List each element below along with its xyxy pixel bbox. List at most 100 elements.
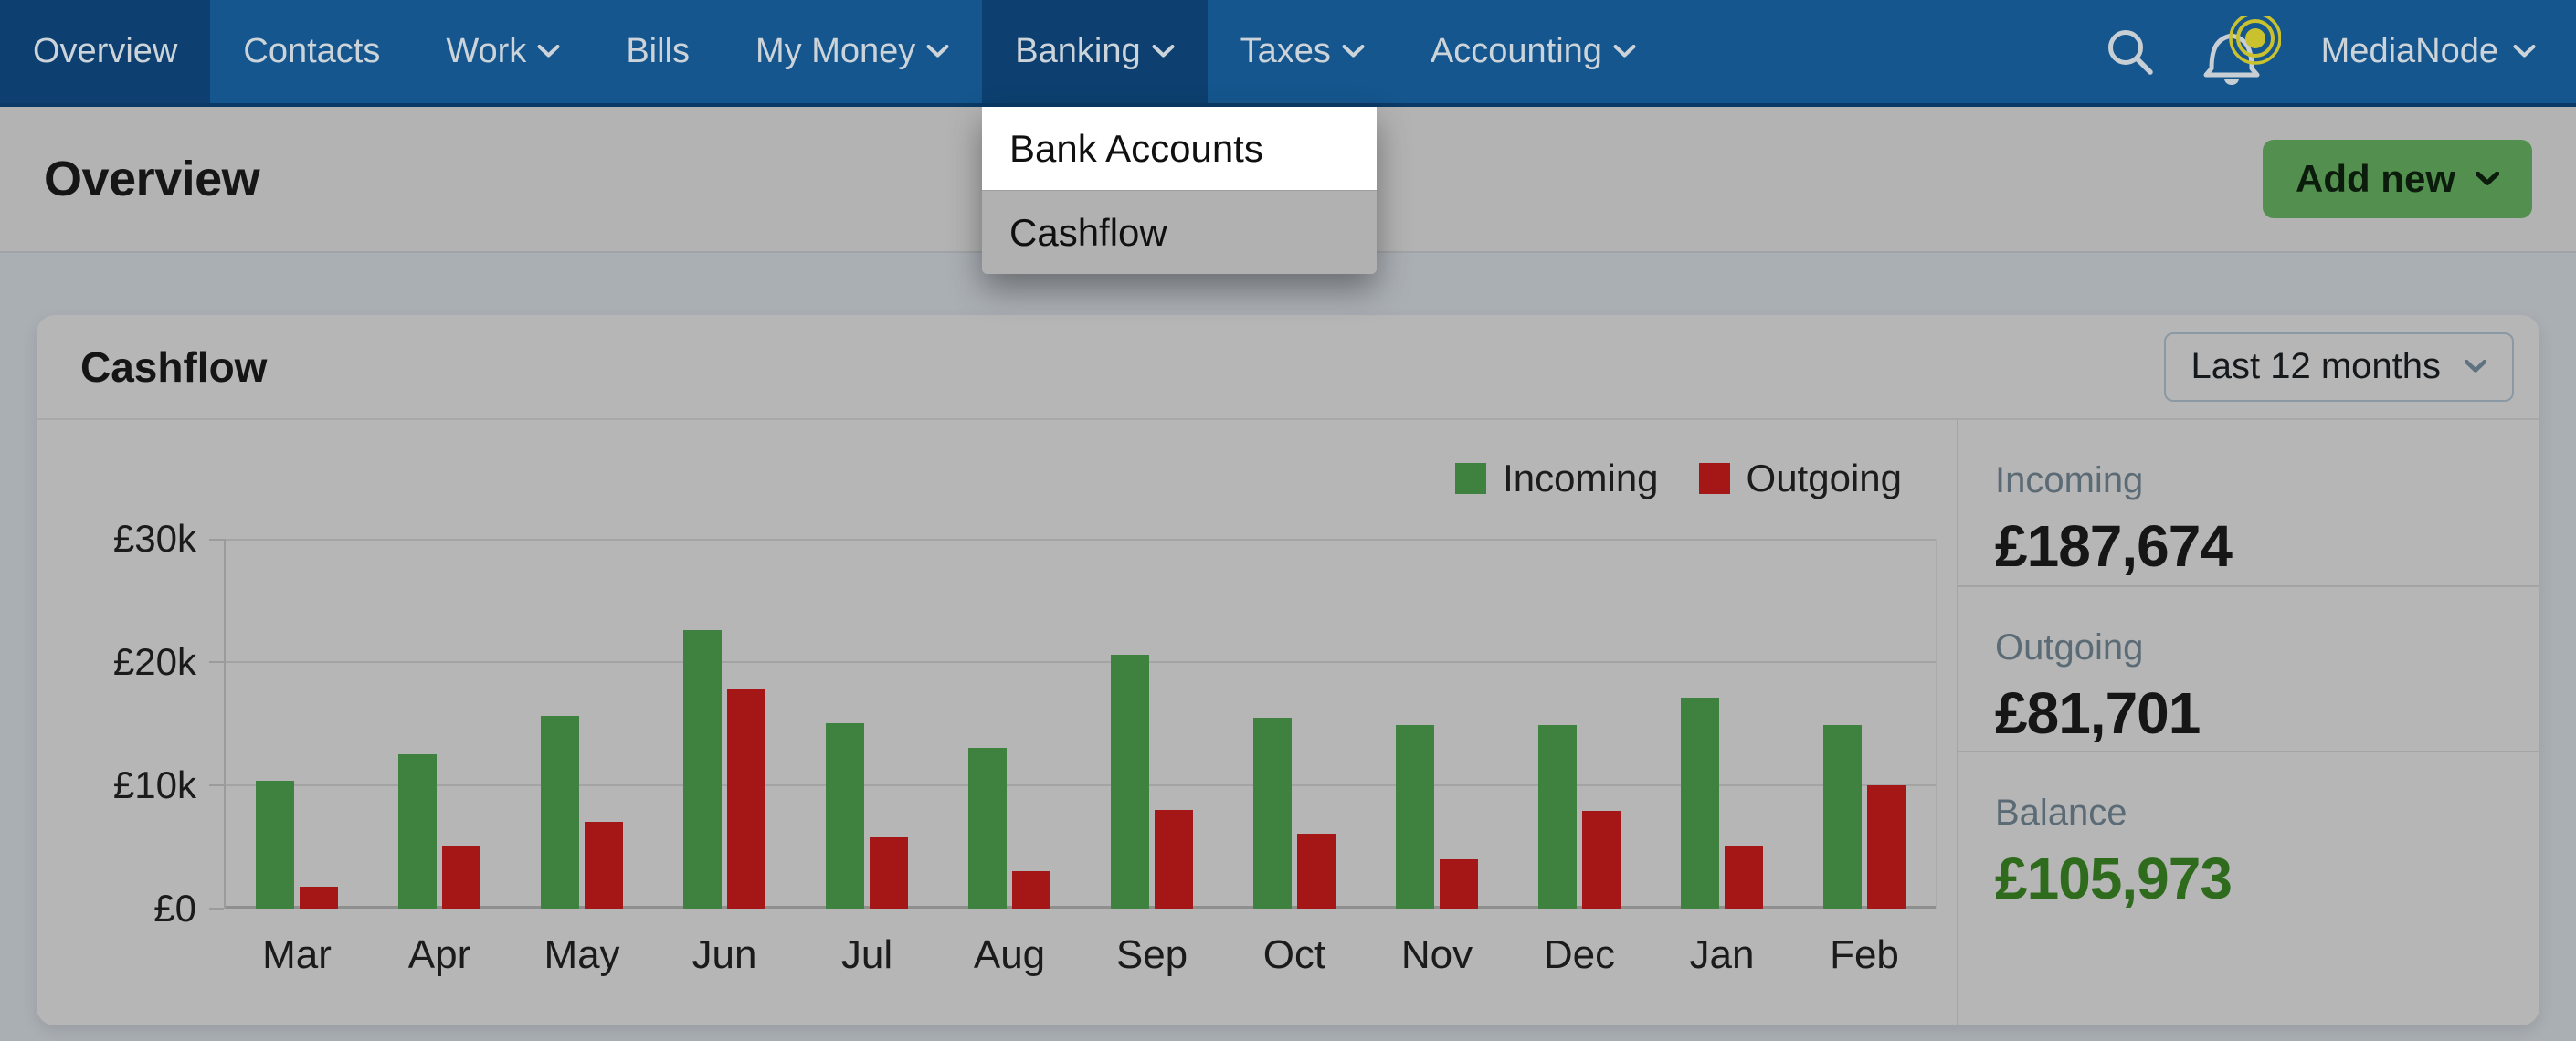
bar-outgoing-sep: [1155, 810, 1193, 909]
x-axis-label-sep: Sep: [1115, 932, 1188, 977]
summary-value: £187,674: [1995, 513, 2233, 579]
nav-item-label: Overview: [33, 32, 178, 70]
y-axis-tick-label: £0: [153, 887, 196, 930]
bar-group-feb: [1793, 725, 1936, 909]
bar-incoming-sep: [1111, 655, 1149, 909]
chevron-down-icon: [1152, 45, 1175, 58]
bar-outgoing-jan: [1725, 846, 1763, 909]
bar-outgoing-mar: [300, 887, 338, 909]
bar-incoming-oct: [1253, 718, 1292, 909]
y-axis-tick-label: £30k: [112, 517, 196, 560]
chevron-down-icon: [537, 45, 560, 58]
add-new-label: Add new: [2296, 157, 2455, 200]
gridline: [226, 661, 1936, 663]
x-axis: Mar Apr May Jun Jul Aug Sep Oct Nov Dec Jan Feb: [226, 932, 1957, 978]
chevron-down-icon: [2476, 172, 2499, 185]
bar-outgoing-oct: [1297, 834, 1336, 909]
x-axis-label-jun: Jun: [692, 932, 757, 977]
x-axis-label-jul: Jul: [840, 932, 893, 977]
nav-item-accounting[interactable]: Accounting: [1398, 0, 1669, 103]
bar-outgoing-jul: [870, 837, 908, 909]
account-name: MediaNode: [2320, 32, 2498, 70]
y-axis-tick-label: £10k: [112, 763, 196, 806]
bar-incoming-feb: [1823, 725, 1862, 909]
period-selector-value: Last 12 months: [2191, 346, 2442, 386]
nav-right-actions: MediaNode: [2104, 0, 2576, 103]
nav-item-label: Taxes: [1240, 32, 1331, 70]
menu-item-bank-accounts[interactable]: Bank Accounts: [982, 107, 1377, 190]
summary-label: Balance: [1995, 793, 2127, 833]
bar-group-sep: [1081, 655, 1223, 909]
y-axis-tick-mark: [209, 908, 224, 910]
account-menu[interactable]: MediaNode: [2321, 32, 2536, 71]
chart-legend: Incoming Outgoing: [37, 457, 1902, 500]
bar-incoming-apr: [398, 754, 437, 909]
summary-row-balance: Balance £105,973: [1958, 751, 2539, 1025]
notifications-button[interactable]: [2197, 15, 2281, 89]
summary-panel: Incoming £187,674 Outgoing £81,701 Balan…: [1957, 420, 2539, 1025]
plot-area: [224, 539, 1937, 909]
x-axis-label-may: May: [544, 932, 620, 977]
nav-item-banking[interactable]: Banking: [982, 0, 1208, 103]
bar-incoming-nov: [1396, 725, 1434, 909]
nav-item-contacts[interactable]: Contacts: [210, 0, 413, 103]
bar-group-jan: [1651, 698, 1793, 909]
nav-item-label: Accounting: [1430, 32, 1602, 70]
gridline: [226, 539, 1936, 541]
nav-item-taxes[interactable]: Taxes: [1208, 0, 1398, 103]
menu-item-label: Cashflow: [1009, 210, 1167, 254]
y-axis-tick-label: £20k: [112, 640, 196, 683]
y-axis: £0 £10k £20k £30k: [73, 517, 224, 930]
card-title: Cashflow: [80, 342, 268, 391]
y-axis-tick-mark: [209, 784, 224, 786]
plot-row: £0 £10k £20k £30k: [73, 517, 1957, 930]
x-axis-label-feb: Feb: [1830, 932, 1899, 977]
chevron-down-icon: [2513, 45, 2536, 58]
bar-group-dec: [1508, 725, 1651, 909]
x-axis-label-mar: Mar: [262, 932, 332, 977]
bar-incoming-jan: [1681, 698, 1719, 909]
bar-incoming-mar: [256, 781, 294, 909]
bar-outgoing-dec: [1582, 811, 1621, 909]
nav-item-label: Contacts: [243, 32, 381, 70]
nav-item-bills[interactable]: Bills: [593, 0, 723, 103]
cashflow-card: Cashflow Last 12 months Incoming Outgoin…: [37, 315, 2539, 1025]
bar-outgoing-feb: [1867, 785, 1906, 909]
summary-row-outgoing: Outgoing £81,701: [1958, 585, 2539, 751]
bar-incoming-aug: [968, 748, 1007, 909]
legend-swatch: [1698, 463, 1730, 494]
nav-item-work[interactable]: Work: [413, 0, 593, 103]
cashflow-card-body: Incoming Outgoing £0 £10k £20k £30k Mar Apr M…: [37, 420, 2539, 1025]
legend-label: Incoming: [1503, 457, 1659, 499]
nav-item-overview[interactable]: Overview: [0, 0, 211, 103]
summary-label: Outgoing: [1995, 627, 2144, 668]
bar-group-jul: [796, 723, 938, 909]
bars-layer: [226, 539, 1936, 909]
x-axis-label-apr: Apr: [407, 932, 471, 977]
x-axis-label-oct: Oct: [1262, 932, 1326, 977]
bar-group-mar: [226, 781, 368, 909]
summary-label: Incoming: [1995, 460, 2144, 500]
nav-item-label: My Money: [755, 32, 916, 70]
period-selector[interactable]: Last 12 months: [2163, 331, 2514, 402]
bar-group-apr: [368, 754, 511, 909]
bar-outgoing-may: [585, 822, 623, 909]
bar-outgoing-jun: [727, 689, 765, 909]
nav-item-my-money[interactable]: My Money: [723, 0, 982, 103]
x-axis-label-jan: Jan: [1689, 932, 1755, 977]
gridline: [226, 906, 1936, 909]
nav-item-label: Bills: [626, 32, 690, 70]
bar-outgoing-nov: [1440, 859, 1478, 909]
menu-item-label: Bank Accounts: [1009, 126, 1263, 170]
chevron-down-icon: [1613, 45, 1636, 58]
cashflow-card-header: Cashflow Last 12 months: [37, 315, 2539, 420]
bar-incoming-jul: [826, 723, 864, 909]
menu-item-cashflow[interactable]: Cashflow: [982, 190, 1377, 274]
bar-group-aug: [938, 748, 1081, 909]
add-new-button[interactable]: Add new: [2263, 140, 2532, 218]
bar-group-oct: [1223, 718, 1366, 909]
legend-item-outgoing: Outgoing: [1698, 457, 1902, 500]
summary-value: £105,973: [1995, 846, 2233, 911]
search-button[interactable]: [2104, 26, 2157, 79]
bar-outgoing-aug: [1012, 871, 1050, 909]
